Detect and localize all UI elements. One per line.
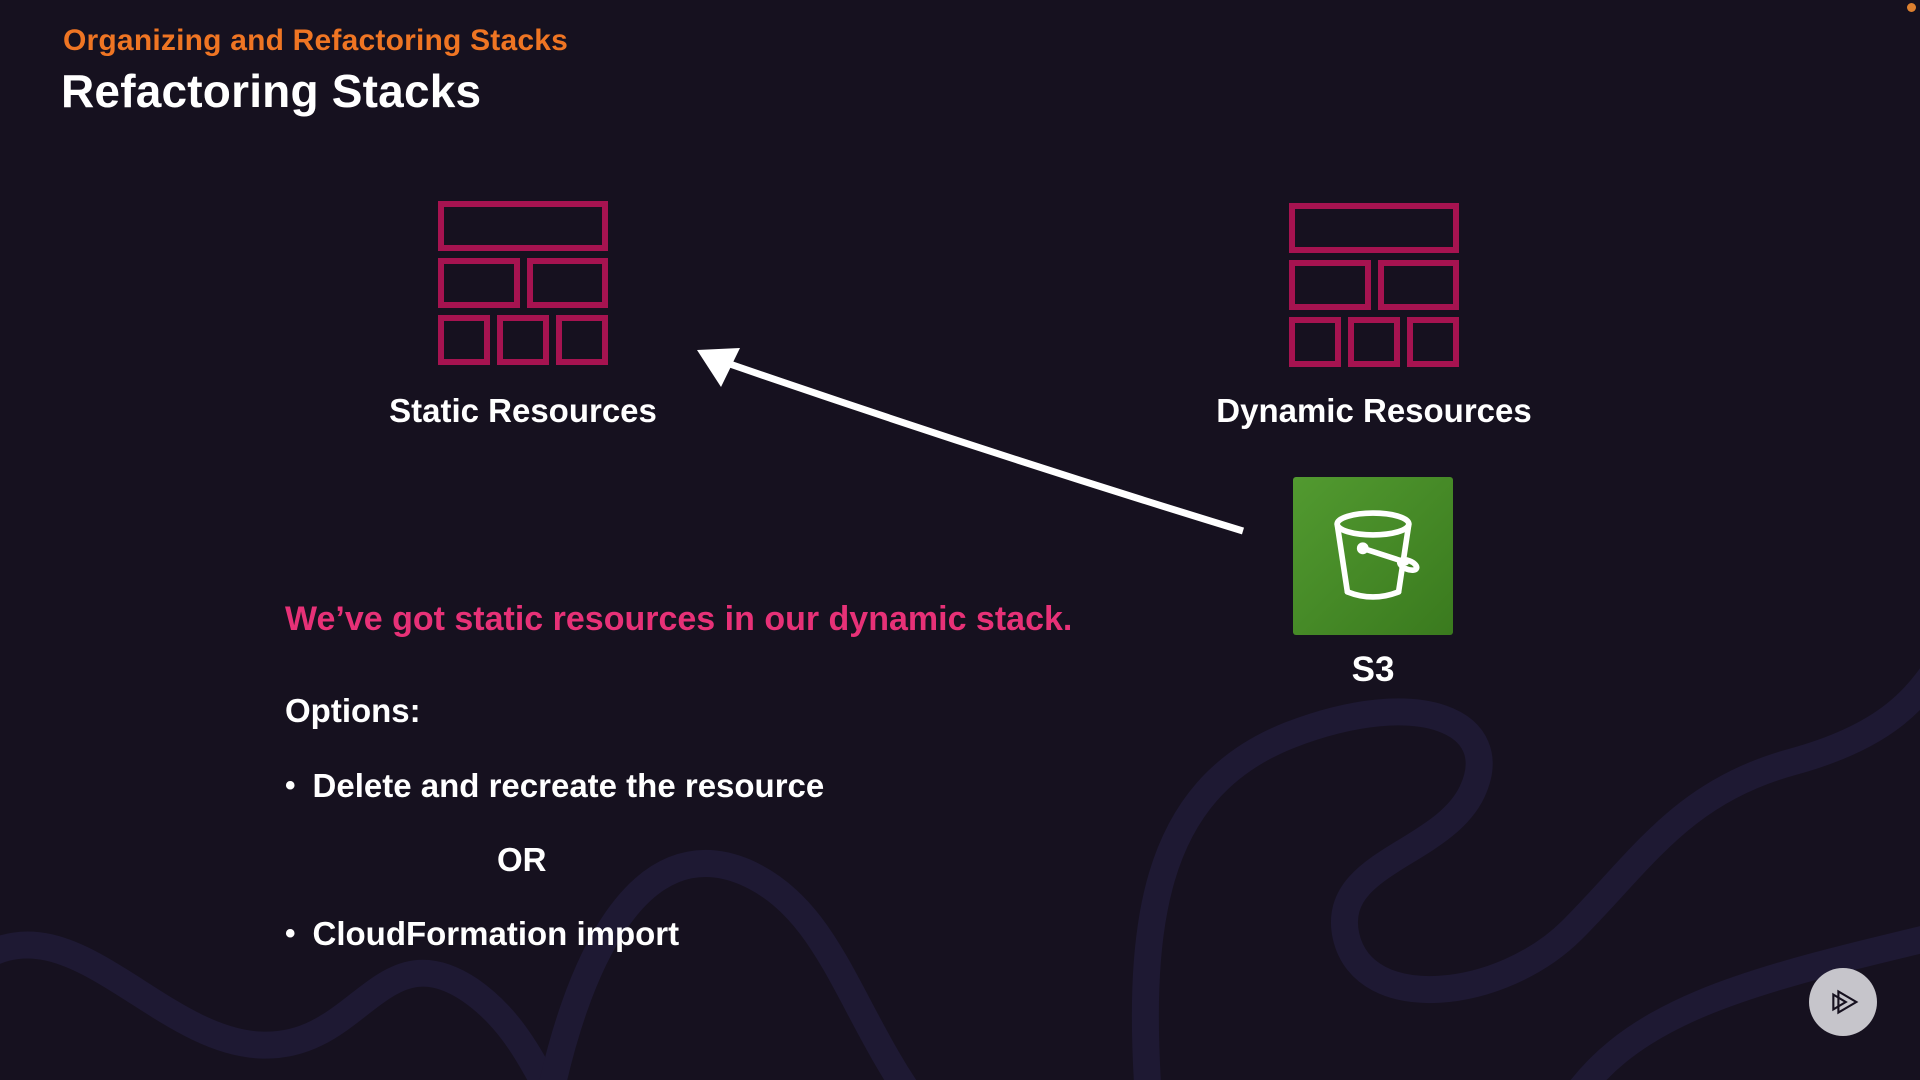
stack-brick	[438, 315, 490, 365]
option-item-text: Delete and recreate the resource	[312, 767, 825, 804]
stack-brick	[1377, 260, 1459, 310]
stack-brick	[1289, 203, 1459, 253]
static-stack-bricks-icon	[438, 201, 608, 365]
dynamic-stack-label: Dynamic Resources	[1216, 392, 1532, 429]
stack-brick	[1348, 317, 1400, 367]
options-or-separator: OR	[497, 841, 547, 878]
option-item-text: CloudFormation import	[312, 915, 680, 952]
dynamic-stack-bricks-icon	[1289, 203, 1459, 367]
stack-brick	[1289, 317, 1341, 367]
stack-brick	[1289, 260, 1371, 310]
s3-service-tile	[1293, 477, 1453, 635]
slide-title: Refactoring Stacks	[61, 65, 482, 117]
bullet-icon: •	[285, 769, 296, 802]
s3-label: S3	[1351, 650, 1395, 689]
bullet-icon: •	[285, 917, 296, 950]
s3-bucket-icon	[1334, 510, 1420, 600]
stack-brick	[526, 258, 608, 308]
pluralsight-play-icon	[1832, 989, 1859, 1015]
stack-brick	[497, 315, 549, 365]
option-item-import: • CloudFormation import	[285, 915, 679, 953]
stack-brick	[438, 258, 520, 308]
statement-text: We’ve got static resources in our dynami…	[285, 600, 1073, 638]
static-stack-label: Static Resources	[389, 392, 657, 429]
stack-brick	[1407, 317, 1459, 367]
option-item-delete: • Delete and recreate the resource	[285, 767, 824, 805]
stack-brick	[556, 315, 608, 365]
options-heading: Options:	[285, 692, 421, 729]
stack-brick	[438, 201, 608, 251]
pluralsight-logo-button[interactable]	[1809, 968, 1877, 1036]
recording-dot-icon	[1907, 3, 1916, 12]
slide-kicker: Organizing and Refactoring Stacks	[63, 24, 569, 57]
